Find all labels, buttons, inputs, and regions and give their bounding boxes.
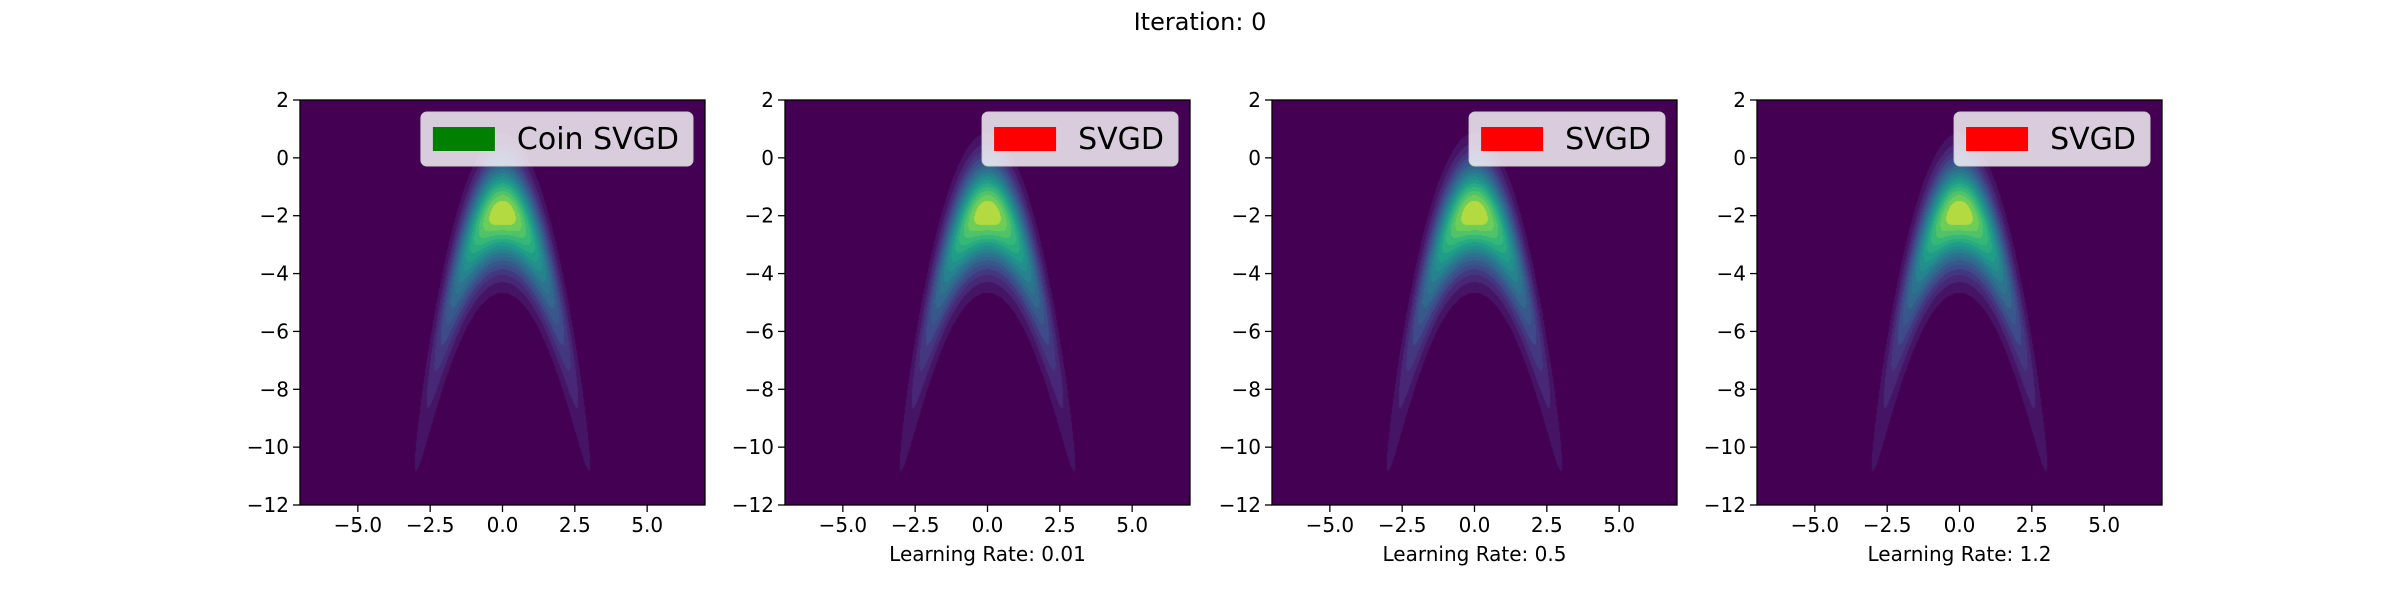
x-tick-label: −5.0 bbox=[1791, 513, 1840, 537]
subplot-2: −5.0 −2.5 0.0 2.5 5.0 2 0 −2 −4 −6 −8 −10 −12 Learnin… bbox=[732, 88, 1191, 566]
legend-label: SVGD bbox=[2050, 122, 2136, 157]
x-tick-label: 0.0 bbox=[1459, 513, 1491, 537]
subplot-3: −5.0 −2.5 0.0 2.5 5.0 2 0 −2 −4 −6 −8 −10 −12 Learnin… bbox=[1219, 88, 1678, 566]
y-tick-label: −12 bbox=[247, 493, 289, 517]
legend-box bbox=[1953, 111, 2151, 167]
x-tick-label: 5.0 bbox=[2088, 513, 2120, 537]
legend-box bbox=[420, 111, 694, 167]
x-tick-label: −5.0 bbox=[334, 513, 383, 537]
subplot-4: −5.0 −2.5 0.0 2.5 5.0 2 0 −2 −4 −6 −8 −10 −12 Learnin… bbox=[1704, 88, 2163, 566]
legend: SVGD bbox=[981, 111, 1179, 167]
y-tick-label: −10 bbox=[1704, 435, 1746, 459]
legend: SVGD bbox=[1468, 111, 1666, 167]
y-tick-label: 2 bbox=[1248, 88, 1261, 112]
y-tick-label: −12 bbox=[1704, 493, 1746, 517]
y-tick-label: −8 bbox=[1232, 377, 1261, 401]
x-tick-label: 0.0 bbox=[487, 513, 519, 537]
x-tick-label: 2.5 bbox=[1044, 513, 1076, 537]
legend-swatch bbox=[1966, 127, 2029, 151]
y-tick-label: −8 bbox=[260, 377, 289, 401]
legend: SVGD bbox=[1953, 111, 2151, 167]
legend-swatch bbox=[432, 127, 495, 151]
x-tick-label: 0.0 bbox=[972, 513, 1004, 537]
x-tick-label: 2.5 bbox=[1531, 513, 1563, 537]
y-tick-label: −4 bbox=[745, 262, 774, 286]
y-tick-label: 0 bbox=[1733, 146, 1746, 170]
y-tick-label: −8 bbox=[1717, 377, 1746, 401]
y-tick-label: −12 bbox=[732, 493, 774, 517]
legend-box bbox=[981, 111, 1179, 167]
y-tick-label: −2 bbox=[745, 204, 774, 228]
y-tick-label: −4 bbox=[260, 262, 289, 286]
legend-box bbox=[1468, 111, 1666, 167]
x-tick-label: 5.0 bbox=[1116, 513, 1148, 537]
y-tick-label: −12 bbox=[1219, 493, 1261, 517]
y-tick-label: 2 bbox=[1733, 88, 1746, 112]
x-tick-label: 2.5 bbox=[559, 513, 591, 537]
density-heatmap bbox=[1272, 100, 1677, 505]
y-tick-label: −2 bbox=[1717, 204, 1746, 228]
y-tick-label: 2 bbox=[276, 88, 289, 112]
legend-swatch bbox=[1481, 127, 1544, 151]
y-tick-label: −4 bbox=[1232, 262, 1261, 286]
legend: Coin SVGD bbox=[420, 111, 694, 167]
y-tick-label: −2 bbox=[260, 204, 289, 228]
y-tick-label: −2 bbox=[1232, 204, 1261, 228]
x-tick-label: 5.0 bbox=[1603, 513, 1635, 537]
density-heatmap bbox=[785, 100, 1190, 505]
y-tick-label: −6 bbox=[1232, 319, 1261, 343]
x-axis-label: Learning Rate: 0.01 bbox=[889, 542, 1086, 566]
y-tick-label: −6 bbox=[745, 319, 774, 343]
x-tick-label: −5.0 bbox=[819, 513, 868, 537]
y-tick-label: 0 bbox=[276, 146, 289, 170]
y-tick-label: −10 bbox=[247, 435, 289, 459]
legend-label: SVGD bbox=[1565, 122, 1651, 157]
y-tick-label: −10 bbox=[732, 435, 774, 459]
x-tick-label: −2.5 bbox=[1863, 513, 1912, 537]
x-axis-label: Learning Rate: 1.2 bbox=[1868, 542, 2052, 566]
x-tick-label: 5.0 bbox=[631, 513, 663, 537]
y-tick-label: −8 bbox=[745, 377, 774, 401]
legend-label: Coin SVGD bbox=[517, 122, 679, 157]
subplot-1: −5.0 −2.5 0.0 2.5 5.0 2 0 −2 −4 −6 −8 −10 −12 Coin SV… bbox=[247, 88, 706, 537]
y-tick-label: 2 bbox=[761, 88, 774, 112]
subplot-grid: −5.0 −2.5 0.0 2.5 5.0 2 0 −2 −4 −6 −8 −10 −12 Coin SV… bbox=[247, 88, 2163, 566]
x-tick-label: −5.0 bbox=[1306, 513, 1355, 537]
x-tick-label: 2.5 bbox=[2016, 513, 2048, 537]
legend-swatch bbox=[994, 127, 1057, 151]
legend-label: SVGD bbox=[1078, 122, 1164, 157]
y-tick-label: 0 bbox=[1248, 146, 1261, 170]
y-tick-label: −10 bbox=[1219, 435, 1261, 459]
x-tick-label: −2.5 bbox=[1378, 513, 1427, 537]
y-tick-label: 0 bbox=[761, 146, 774, 170]
x-tick-label: −2.5 bbox=[406, 513, 455, 537]
y-tick-label: −6 bbox=[1717, 319, 1746, 343]
density-heatmap bbox=[300, 100, 705, 505]
x-tick-label: −2.5 bbox=[891, 513, 940, 537]
density-heatmap bbox=[1757, 100, 2162, 505]
figure-suptitle: Iteration: 0 bbox=[1134, 8, 1267, 36]
x-tick-label: 0.0 bbox=[1944, 513, 1976, 537]
y-tick-label: −4 bbox=[1717, 262, 1746, 286]
x-axis-label: Learning Rate: 0.5 bbox=[1383, 542, 1567, 566]
y-tick-label: −6 bbox=[260, 319, 289, 343]
